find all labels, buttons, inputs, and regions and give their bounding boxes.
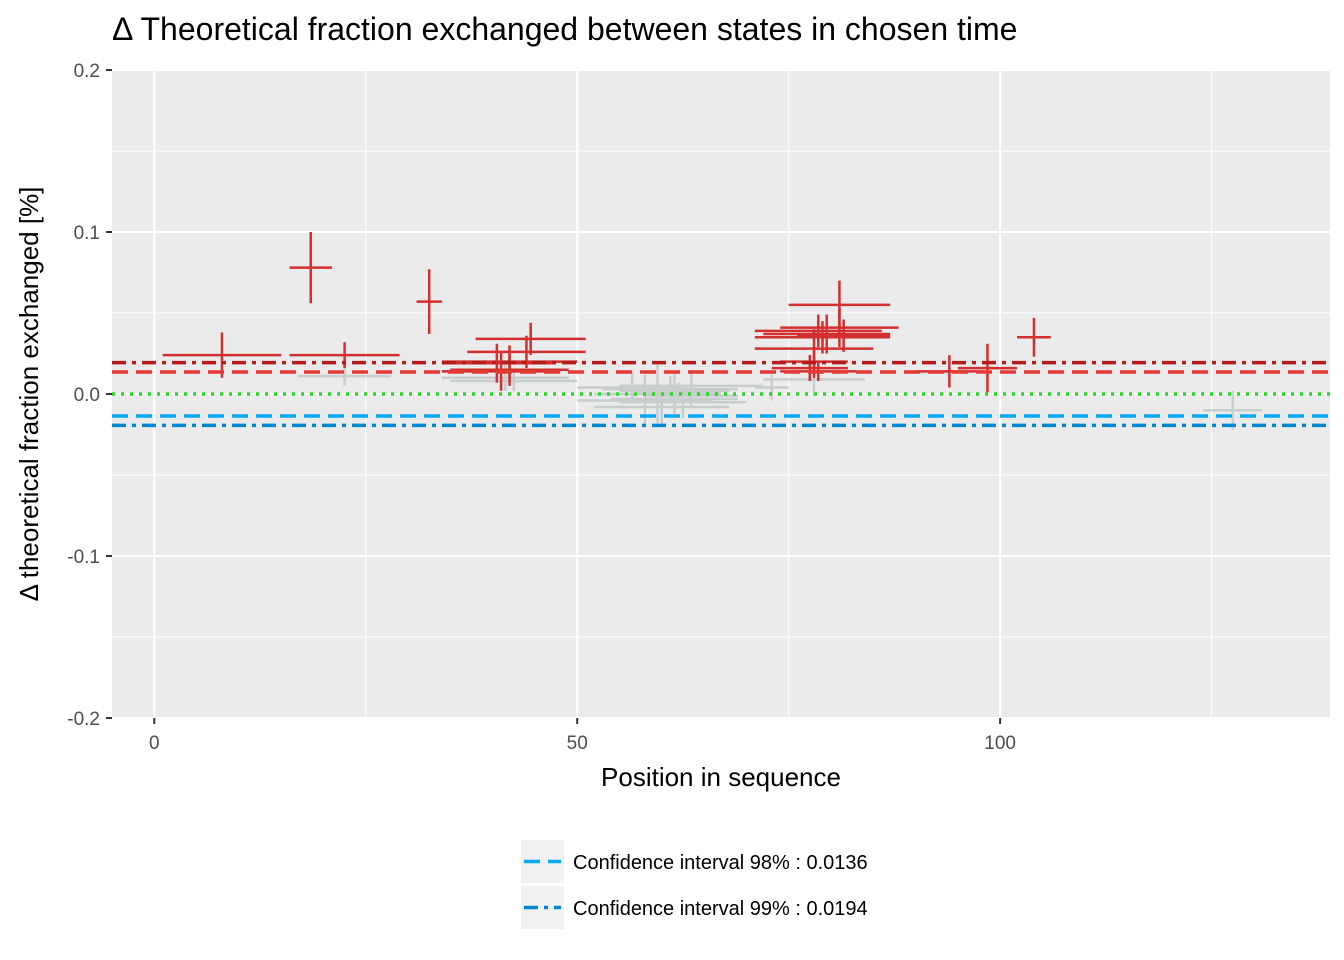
significant-point	[763, 314, 891, 354]
significant-point	[915, 355, 984, 388]
significant-point	[416, 269, 442, 335]
insignificant-point	[450, 371, 578, 391]
x-tick-label: 100	[984, 733, 1016, 754]
significant-point	[289, 232, 332, 304]
y-axis-title: Δ theoretical fraction exchanged [%]	[14, 187, 44, 602]
significant-point	[771, 355, 848, 382]
y-tick-label: 0.2	[74, 61, 100, 82]
significant-point	[957, 343, 1018, 393]
axes: -0.2 -0.1 0.0 0.1 0.2 0 50 100	[67, 61, 1016, 754]
legend-item-ci98: Confidence interval 98% : 0.0136	[521, 840, 868, 883]
legend-item-ci99: Confidence interval 99% : 0.0194	[521, 886, 868, 929]
y-tick-label: -0.2	[67, 709, 100, 730]
significant-point	[797, 319, 891, 352]
significant-point	[450, 353, 569, 386]
x-tick-label: 0	[149, 733, 160, 754]
y-tick-label: 0.1	[74, 223, 100, 244]
y-tick-label: 0.0	[74, 385, 100, 406]
legend-label: Confidence interval 99% : 0.0194	[573, 898, 868, 920]
legend: Confidence interval 98% : 0.0136 Confiden…	[521, 840, 868, 929]
insignificant-point	[619, 371, 730, 411]
significant-point	[754, 314, 882, 348]
x-tick-label: 50	[567, 733, 588, 754]
insignificant-point	[298, 366, 392, 386]
legend-label: Confidence interval 98% : 0.0136	[573, 852, 868, 874]
insignificant-points	[298, 363, 1263, 430]
y-tick-label: -0.1	[67, 547, 100, 568]
x-axis-title: Position in sequence	[601, 762, 841, 792]
significant-point	[475, 322, 586, 356]
reference-lines	[112, 360, 1330, 428]
insignificant-point	[1203, 390, 1263, 430]
chart-title: Δ Theoretical fraction exchanged between…	[112, 11, 1017, 47]
significant-point	[1017, 317, 1051, 357]
significant-point	[780, 308, 899, 348]
insignificant-point	[619, 369, 764, 403]
